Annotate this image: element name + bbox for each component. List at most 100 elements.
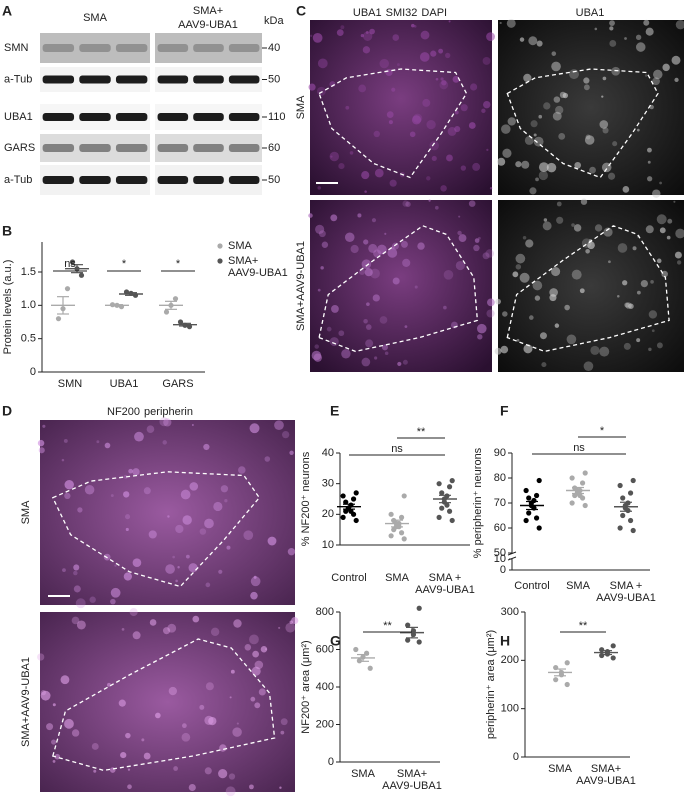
texture: [110, 598, 116, 605]
texture: [502, 148, 512, 158]
texture: [371, 218, 377, 223]
texture: [659, 181, 662, 185]
texture: [249, 423, 260, 434]
texture: [384, 232, 387, 235]
texture: [549, 294, 557, 302]
texture: [543, 102, 551, 110]
texture: [609, 40, 617, 47]
data-point: [630, 527, 636, 534]
texture: [379, 58, 389, 69]
texture: [159, 417, 169, 427]
texture: [594, 224, 603, 232]
texture: [538, 170, 548, 181]
data-point: [340, 493, 346, 499]
sig-label: **: [417, 426, 426, 438]
texture: [96, 440, 100, 444]
texture: [192, 615, 200, 623]
y-tick-label: 70: [494, 497, 506, 509]
texture: [662, 63, 670, 72]
data-point: [64, 286, 71, 292]
texture: [624, 302, 630, 308]
texture: [120, 751, 127, 759]
texture: [635, 42, 646, 52]
texture: [340, 25, 345, 30]
data-point: [444, 502, 450, 508]
texture: [650, 280, 654, 284]
texture: [289, 450, 294, 455]
texture: [675, 19, 684, 30]
x-tick-label: SMN: [58, 378, 83, 390]
texture: [384, 351, 389, 355]
texture: [571, 223, 575, 227]
data-point: [564, 681, 570, 688]
sig-label: *: [600, 425, 605, 437]
texture: [132, 631, 141, 640]
texture: [341, 349, 351, 359]
texture: [110, 494, 114, 498]
texture: [219, 744, 227, 752]
x-tick-label: SMA+: [591, 763, 621, 775]
texture: [528, 315, 534, 320]
texture: [430, 50, 437, 57]
texture: [611, 66, 621, 76]
data-point: [553, 677, 559, 683]
texture: [546, 162, 557, 173]
texture: [574, 161, 582, 169]
texture: [374, 168, 384, 178]
data-point: [526, 495, 532, 501]
texture: [521, 160, 530, 169]
data-point: [579, 495, 586, 501]
texture: [338, 162, 345, 170]
texture: [251, 666, 261, 676]
blot-band: [79, 113, 111, 121]
x-tick-label: SMA +: [429, 572, 462, 584]
blot-band: [193, 75, 224, 84]
texture: [279, 786, 282, 789]
texture: [571, 269, 582, 280]
texture: [420, 30, 430, 40]
texture: [551, 51, 557, 56]
texture: [199, 704, 205, 710]
texture: [149, 619, 157, 626]
texture: [365, 31, 369, 34]
texture: [512, 271, 519, 278]
data-point: [536, 477, 542, 484]
texture: [233, 619, 242, 628]
y-tick-label: 10: [322, 539, 334, 551]
texture: [556, 201, 562, 207]
data-point: [523, 487, 529, 494]
texture: [445, 52, 451, 59]
legend-marker: [217, 258, 223, 264]
texture: [539, 332, 547, 340]
texture: [308, 83, 316, 91]
data-point: [343, 508, 349, 514]
texture: [308, 213, 313, 218]
texture: [506, 18, 516, 28]
texture: [125, 732, 131, 739]
texture: [162, 627, 171, 635]
row-label: SMA+AAV9-UBA1: [20, 657, 32, 747]
blot-band: [42, 113, 75, 121]
texture: [365, 324, 372, 330]
y-tick-label: 20: [322, 508, 334, 520]
blot-band: [193, 144, 224, 152]
texture: [458, 234, 467, 242]
legend-marker: [217, 243, 223, 249]
texture: [579, 288, 585, 294]
texture: [37, 653, 45, 661]
y-axis-label: % NF200⁺ neurons: [300, 451, 312, 546]
texture: [373, 249, 382, 258]
texture: [181, 732, 191, 742]
texture: [651, 329, 655, 333]
texture: [260, 645, 268, 653]
texture: [501, 124, 511, 134]
texture: [349, 151, 354, 155]
blot-band: [228, 144, 260, 152]
texture: [338, 330, 345, 337]
y-tick-label: 600: [316, 643, 334, 655]
texture: [534, 295, 541, 301]
data-point: [523, 517, 529, 524]
texture: [636, 338, 641, 343]
texture: [362, 46, 371, 54]
texture: [204, 518, 214, 529]
